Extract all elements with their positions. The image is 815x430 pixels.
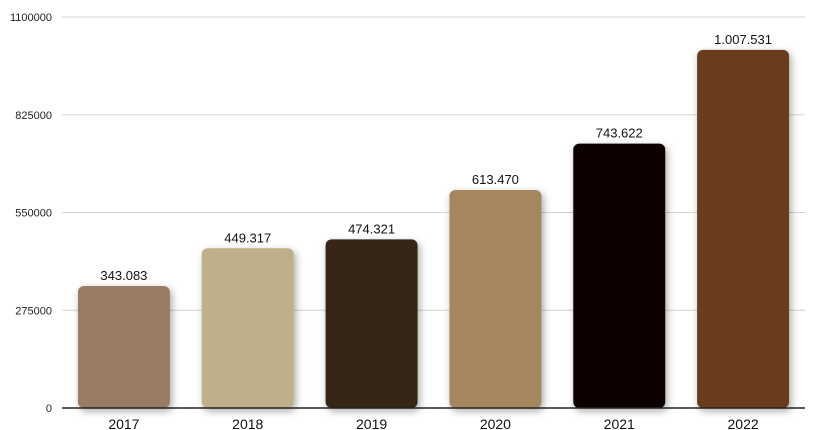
y-tick-label: 550000 — [15, 208, 52, 220]
data-label-2020: 613.470 — [472, 172, 519, 187]
gridlines — [62, 16, 805, 311]
x-tick-label-2019: 2019 — [356, 416, 387, 430]
x-tick-label-2021: 2021 — [604, 416, 635, 430]
x-tick-label-2017: 2017 — [108, 416, 139, 430]
bar-2018 — [201, 248, 294, 408]
bar-2021 — [573, 143, 666, 408]
x-tick-label-2020: 2020 — [480, 416, 511, 430]
bar-2020 — [449, 189, 542, 408]
data-label-2021: 743.622 — [596, 126, 643, 141]
y-tick-label: 1100000 — [10, 12, 52, 24]
y-tick-label: 825000 — [15, 110, 52, 122]
x-tick-label-2022: 2022 — [728, 416, 759, 430]
x-tick-label-2018: 2018 — [232, 416, 263, 430]
data-label-2019: 474.321 — [348, 221, 395, 236]
y-tick-label: 275000 — [15, 305, 52, 317]
bar-2022 — [697, 49, 790, 408]
y-tick-label: 0 — [46, 403, 52, 415]
bar-2019 — [325, 239, 418, 408]
data-label-2018: 449.317 — [224, 230, 271, 245]
bar-2017 — [77, 286, 170, 408]
x-axis-tick-labels: 2017 2018 2019 2020 2021 2022 — [108, 416, 759, 430]
bars — [77, 49, 790, 408]
data-label-2017: 343.083 — [100, 268, 147, 283]
data-label-2022: 1.007.531 — [714, 32, 772, 47]
y-axis-tick-labels: 0 275000 550000 825000 1100000 — [10, 12, 52, 415]
data-labels: 343.083 449.317 474.321 613.470 743.622 1.007… — [100, 32, 772, 283]
